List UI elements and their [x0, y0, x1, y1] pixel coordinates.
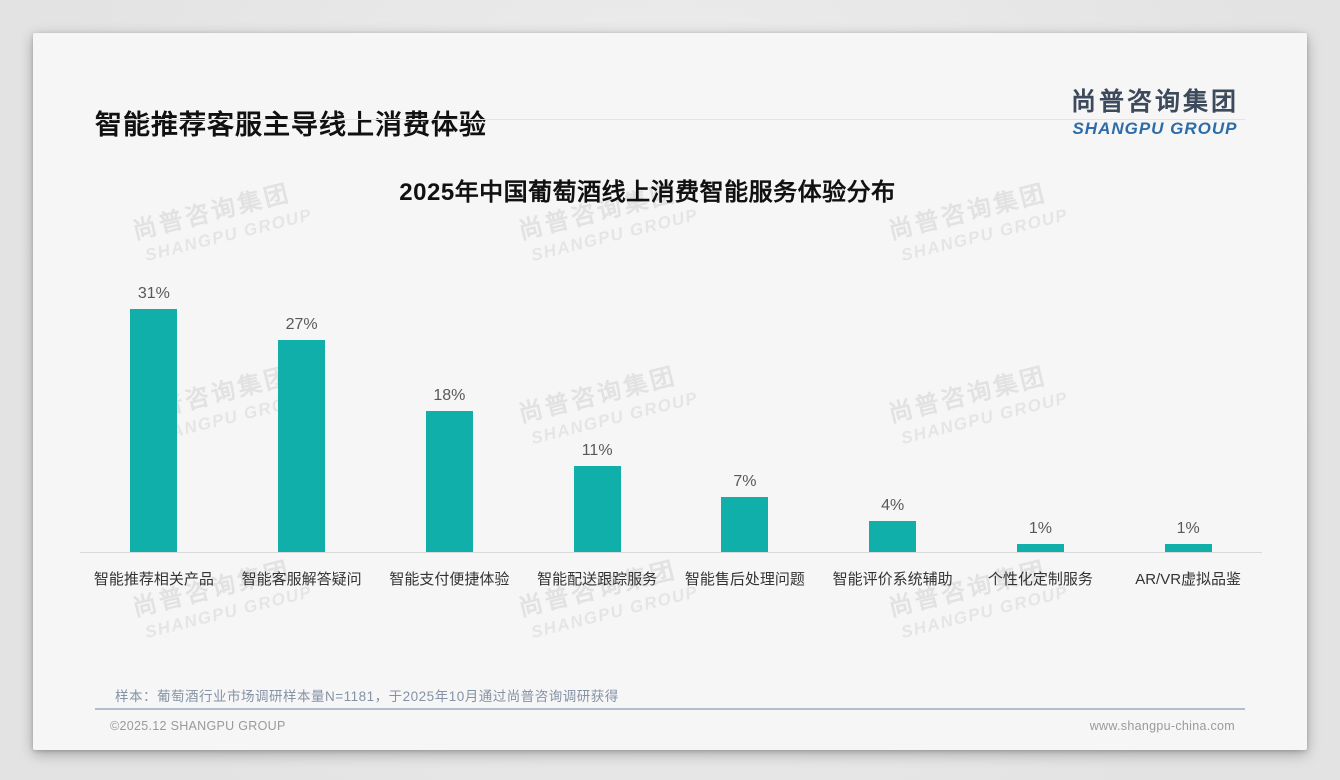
bar-chart-plot-area: 31% 27% 18% 11% 7% 4% 1% 1% — [80, 273, 1262, 553]
bar-column: 4% — [819, 497, 967, 552]
footer-divider — [95, 708, 1245, 710]
bar — [1016, 544, 1064, 552]
category-label: 智能客服解答疑问 — [241, 571, 362, 588]
company-logo: 尚普咨询集团 SHANGPU GROUP — [1070, 88, 1239, 139]
chart-title: 2025年中国葡萄酒线上消费智能服务体验分布 — [399, 179, 896, 206]
category-label: 智能售后处理问题 — [684, 571, 805, 588]
category-label: AR/VR虚拟品鉴 — [1135, 571, 1242, 588]
watermark-english-text: SHANGPU GROUP — [143, 205, 315, 266]
header-divider — [95, 119, 1245, 120]
category-label: 个性化定制服务 — [987, 571, 1093, 588]
category-label: 智能推荐相关产品 — [93, 571, 214, 588]
category-label: 智能配送跟踪服务 — [537, 571, 658, 588]
bar-column: 31% — [80, 285, 228, 552]
bar — [573, 466, 621, 552]
bar-value-label: 18% — [433, 387, 466, 404]
bar-value-label: 27% — [285, 316, 318, 333]
bar — [721, 497, 769, 552]
category-label: 智能评价系统辅助 — [832, 571, 953, 588]
bar-value-label: 7% — [733, 473, 757, 490]
bar-column: 11% — [523, 442, 671, 552]
bar — [130, 309, 178, 552]
bar-column: 1% — [967, 520, 1115, 552]
sample-note: 样本：葡萄酒行业市场调研样本量N=1181，于2025年10月通过尚普咨询调研获… — [115, 689, 619, 704]
bar-value-label: 11% — [581, 442, 613, 459]
bar — [1164, 544, 1212, 552]
bar-column: 1% — [1114, 520, 1262, 552]
bar — [425, 411, 473, 552]
bar — [869, 521, 917, 552]
bar-value-label: 1% — [1176, 520, 1200, 537]
watermark-english-text: SHANGPU GROUP — [899, 205, 1071, 266]
footer-copyright: ©2025.12 SHANGPU GROUP — [110, 719, 286, 733]
bar-value-label: 1% — [1028, 520, 1052, 537]
footer-website: www.shangpu-china.com — [1089, 719, 1235, 733]
bar — [278, 340, 326, 552]
bar-column: 27% — [228, 316, 376, 552]
logo-chinese-name: 尚普咨询集团 — [1070, 88, 1239, 116]
page-title: 智能推荐客服主导线上消费体验 — [95, 110, 487, 140]
bar-column: 18% — [376, 387, 524, 552]
bar-value-label: 31% — [137, 285, 170, 302]
watermark-english-text: SHANGPU GROUP — [529, 205, 701, 266]
bar-value-label: 4% — [881, 497, 905, 514]
slide-card: 尚普咨询集团 SHANGPU GROUP 尚普咨询集团 SHANGPU GROUP 尚普… — [33, 33, 1307, 750]
logo-english-name: SHANGPU GROUP — [1072, 118, 1238, 138]
bar-column: 7% — [671, 473, 819, 552]
footer: ©2025.12 SHANGPU GROUP www.shangpu-china… — [110, 719, 1235, 733]
category-axis-labels: 智能推荐相关产品 智能客服解答疑问 智能支付便捷体验 智能配送跟踪服务 智能售后处理问题… — [80, 554, 1262, 589]
category-label: 智能支付便捷体验 — [389, 571, 510, 588]
